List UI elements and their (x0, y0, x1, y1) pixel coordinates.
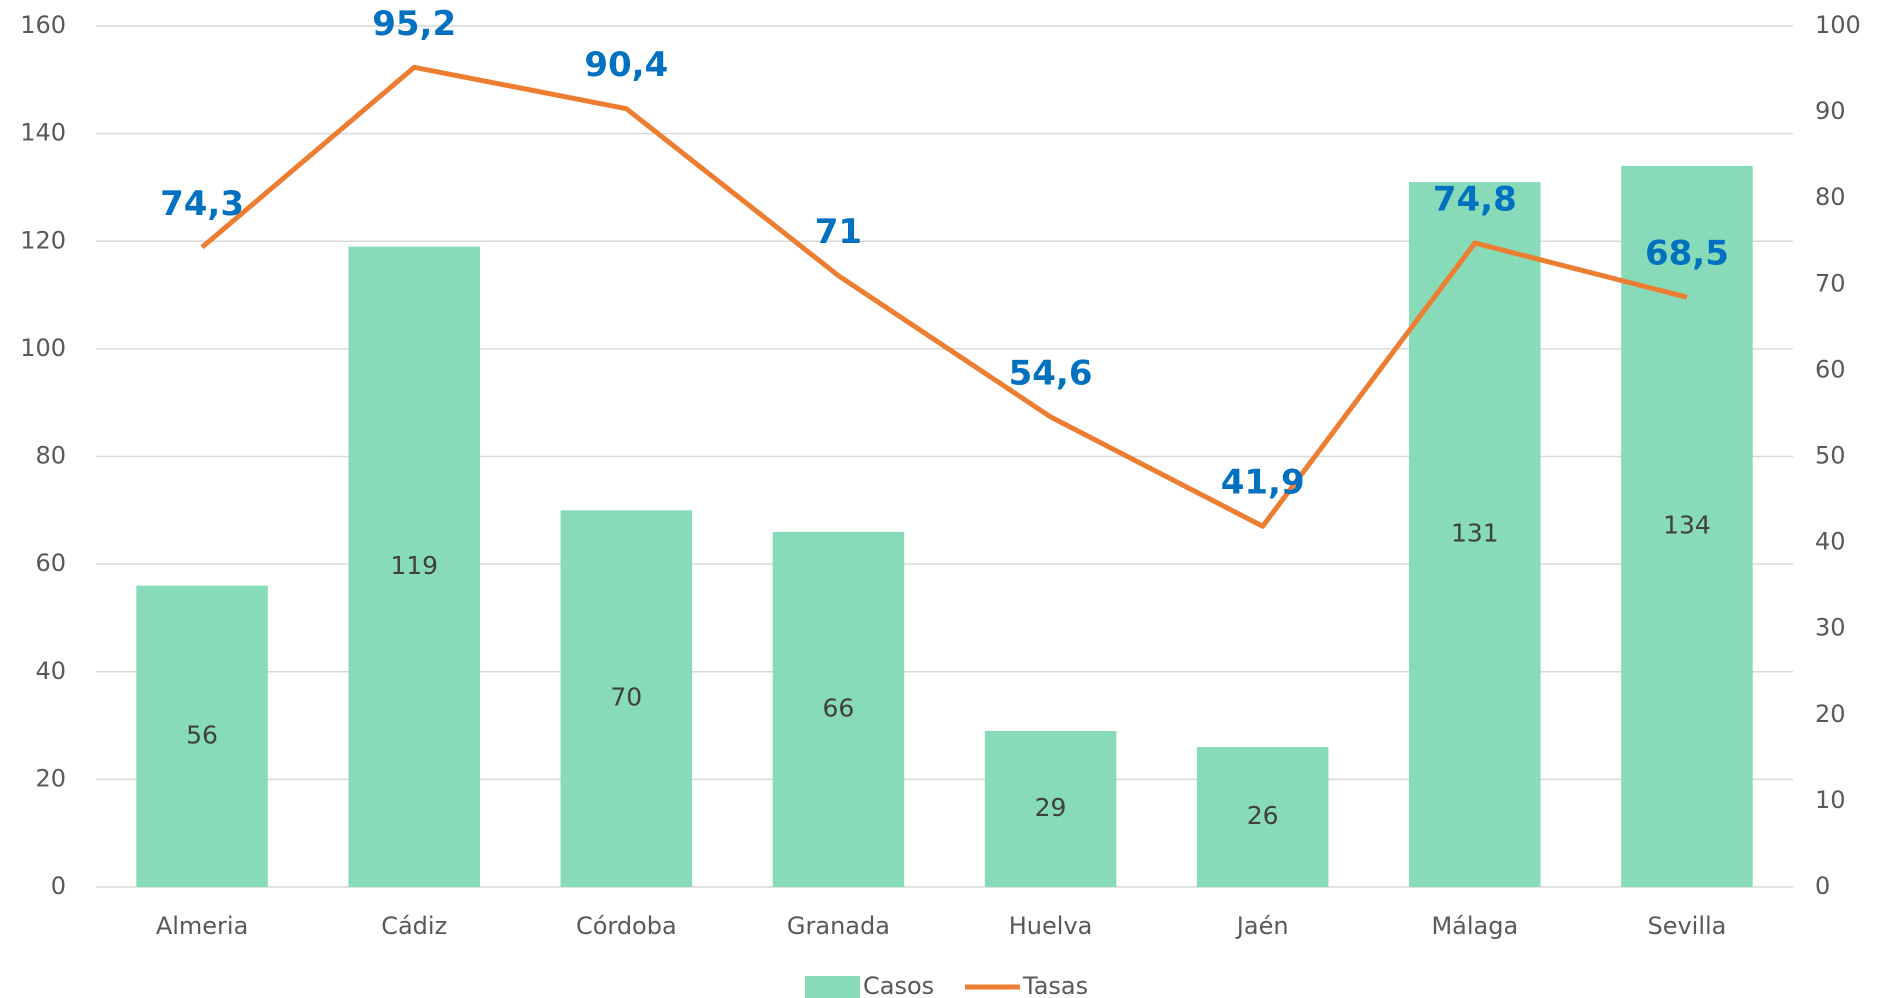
x-tick-label: Sevilla (1647, 912, 1726, 940)
y2-tick-label: 40 (1815, 528, 1846, 556)
y-tick-label: 120 (20, 226, 66, 254)
y2-tick-label: 90 (1815, 97, 1846, 125)
y-tick-label: 60 (35, 549, 66, 577)
y2-tick-label: 80 (1815, 183, 1846, 211)
bar-value-label: 119 (390, 551, 438, 580)
x-tick-label: Cádiz (381, 912, 447, 940)
bar (136, 585, 268, 887)
bar (348, 246, 480, 888)
y2-tick-label: 60 (1815, 355, 1846, 383)
y-tick-label: 80 (35, 442, 66, 470)
y2-tick-label: 10 (1815, 786, 1846, 814)
legend-label: Tasas (1022, 972, 1088, 998)
y2-tick-label: 30 (1815, 614, 1846, 642)
bar (984, 730, 1117, 887)
line-value-label: 90,4 (584, 45, 668, 85)
bar-value-label: 29 (1035, 793, 1067, 822)
y2-tick-label: 20 (1815, 700, 1846, 728)
y2-tick-label: 50 (1815, 442, 1846, 470)
y-tick-label: 20 (35, 764, 66, 792)
y-tick-label: 0 (51, 872, 66, 900)
y-tick-label: 160 (20, 11, 66, 39)
bar-value-label: 131 (1451, 519, 1499, 548)
bar-value-label: 134 (1663, 510, 1711, 539)
line-value-label: 95,2 (372, 4, 456, 44)
line-value-label: 71 (815, 212, 862, 252)
bar-value-label: 70 (610, 683, 642, 712)
y2-tick-label: 100 (1815, 11, 1861, 39)
line-value-label: 74,3 (160, 184, 244, 224)
y2-tick-label: 0 (1815, 872, 1830, 900)
line-value-label: 41,9 (1221, 463, 1305, 503)
bar (772, 531, 905, 887)
x-tick-label: Huelva (1009, 912, 1093, 940)
x-tick-label: Granada (787, 912, 890, 940)
y-tick-label: 140 (20, 119, 66, 147)
y-tick-label: 40 (35, 657, 66, 685)
bar-value-label: 56 (186, 720, 218, 749)
y2-tick-label: 70 (1815, 269, 1846, 297)
x-tick-label: Jaén (1235, 912, 1289, 940)
line-value-label: 68,5 (1645, 234, 1729, 274)
x-tick-label: Málaga (1431, 912, 1518, 940)
x-tick-label: Almeria (156, 912, 248, 940)
line-value-label: 54,6 (1009, 353, 1093, 393)
bar-value-label: 26 (1247, 801, 1279, 830)
bar (560, 510, 693, 887)
bar (1196, 747, 1329, 887)
line (200, 64, 1688, 529)
line-value-label: 74,8 (1433, 179, 1517, 219)
bar-value-label: 66 (823, 693, 855, 722)
y-tick-label: 100 (20, 334, 66, 362)
legend-swatch (805, 976, 860, 998)
legend-label: Casos (863, 972, 934, 998)
x-tick-label: Córdoba (576, 912, 677, 940)
